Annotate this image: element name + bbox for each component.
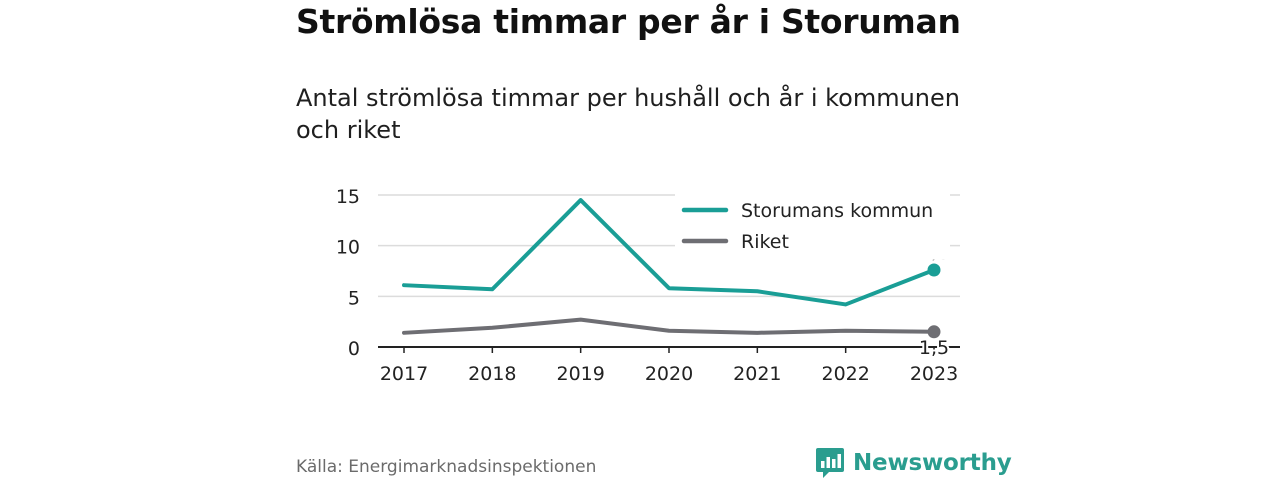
axes: 0 5 10 15 2017 2018 2019 2020 2021 2022 2023	[336, 186, 960, 385]
x-tick-label: 2017	[380, 363, 428, 385]
chart-subtitle: Antal strömlösa timmar per hushåll och å…	[296, 84, 960, 144]
y-tick-label: 5	[348, 287, 360, 309]
brand-logo: Newsworthy	[815, 446, 1012, 480]
y-tick-label: 15	[336, 186, 360, 208]
series-end-point	[927, 263, 941, 277]
series-line-1	[402, 198, 936, 307]
legend-label: Riket	[741, 231, 789, 253]
newsworthy-logo-icon	[816, 448, 844, 478]
brand-name: Newsworthy	[853, 450, 1012, 476]
legend: Storumans kommun Riket	[675, 193, 950, 259]
series-end-point	[927, 325, 941, 339]
source-note: Källa: Energimarknadsinspektionen	[296, 457, 597, 477]
x-tick-label: 2022	[821, 363, 869, 385]
chart-title: Strömlösa timmar per år i Storuman	[296, 2, 961, 41]
x-tick-label: 2018	[468, 363, 516, 385]
legend-label: Storumans kommun	[741, 200, 933, 222]
y-tick-label: 10	[336, 237, 360, 259]
x-tick-label: 2021	[733, 363, 781, 385]
legend-background	[675, 193, 950, 259]
y-tick-label: 0	[348, 338, 360, 360]
x-tick-label: 2023	[910, 363, 958, 385]
series-line-2	[402, 317, 936, 335]
x-tick-label: 2020	[645, 363, 693, 385]
data-label: 1,5	[919, 337, 949, 359]
x-tick-label: 2019	[556, 363, 604, 385]
